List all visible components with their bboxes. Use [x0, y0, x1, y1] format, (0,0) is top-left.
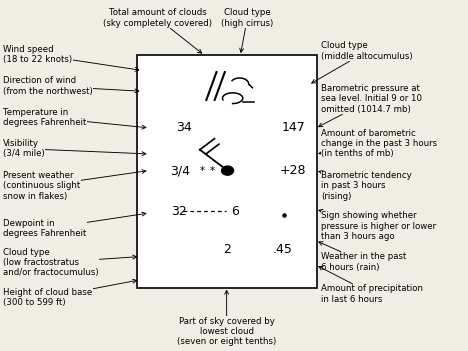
Text: Barometric pressure at
sea level. Initial 9 or 10
omitted (1014.7 mb): Barometric pressure at sea level. Initia… — [319, 84, 422, 127]
Text: 6: 6 — [231, 205, 239, 218]
Text: Visibility
(3/4 mile): Visibility (3/4 mile) — [3, 139, 146, 158]
Text: *: * — [200, 166, 205, 176]
Text: 34: 34 — [176, 121, 192, 134]
Text: Present weather
(continuous slight
snow in flakes): Present weather (continuous slight snow … — [3, 170, 146, 201]
Text: Part of sky covered by
lowest cloud
(seven or eight tenths): Part of sky covered by lowest cloud (sev… — [177, 290, 276, 346]
Text: .45: .45 — [273, 243, 292, 256]
Text: Cloud type
(middle altocumulus): Cloud type (middle altocumulus) — [312, 41, 413, 83]
FancyBboxPatch shape — [137, 55, 316, 288]
Text: 32: 32 — [171, 205, 187, 218]
Text: *: * — [210, 166, 215, 176]
Text: 2: 2 — [223, 243, 231, 256]
Text: Sign showing whether
pressure is higher or lower
than 3 hours ago: Sign showing whether pressure is higher … — [319, 210, 436, 241]
Text: Barometric tendency
in past 3 hours
(rising): Barometric tendency in past 3 hours (ris… — [319, 171, 412, 201]
Text: +28: +28 — [280, 164, 306, 177]
Text: Cloud type
(high cirrus): Cloud type (high cirrus) — [221, 8, 273, 52]
Text: Direction of wind
(from the northwest): Direction of wind (from the northwest) — [3, 76, 139, 96]
Circle shape — [221, 166, 234, 175]
Text: Cloud type
(low fractostratus
and/or fractocumulus): Cloud type (low fractostratus and/or fra… — [3, 248, 137, 277]
Text: Total amount of clouds
(sky completely covered): Total amount of clouds (sky completely c… — [103, 8, 212, 53]
Text: Wind speed
(18 to 22 knots): Wind speed (18 to 22 knots) — [3, 45, 139, 71]
Text: Temperature in
degrees Fahrenheit: Temperature in degrees Fahrenheit — [3, 108, 146, 129]
Text: 3/4: 3/4 — [170, 164, 190, 177]
Text: Amount of barometric
change in the past 3 hours
(in tenths of mb): Amount of barometric change in the past … — [319, 128, 437, 158]
Text: 147: 147 — [282, 121, 306, 134]
Text: Height of cloud base
(300 to 599 ft): Height of cloud base (300 to 599 ft) — [3, 279, 137, 307]
Text: Dewpoint in
degrees Fahrenheit: Dewpoint in degrees Fahrenheit — [3, 212, 146, 238]
Text: Amount of precipitation
in last 6 hours: Amount of precipitation in last 6 hours — [319, 266, 423, 304]
Text: Weather in the past
6 hours (rain): Weather in the past 6 hours (rain) — [319, 242, 407, 272]
